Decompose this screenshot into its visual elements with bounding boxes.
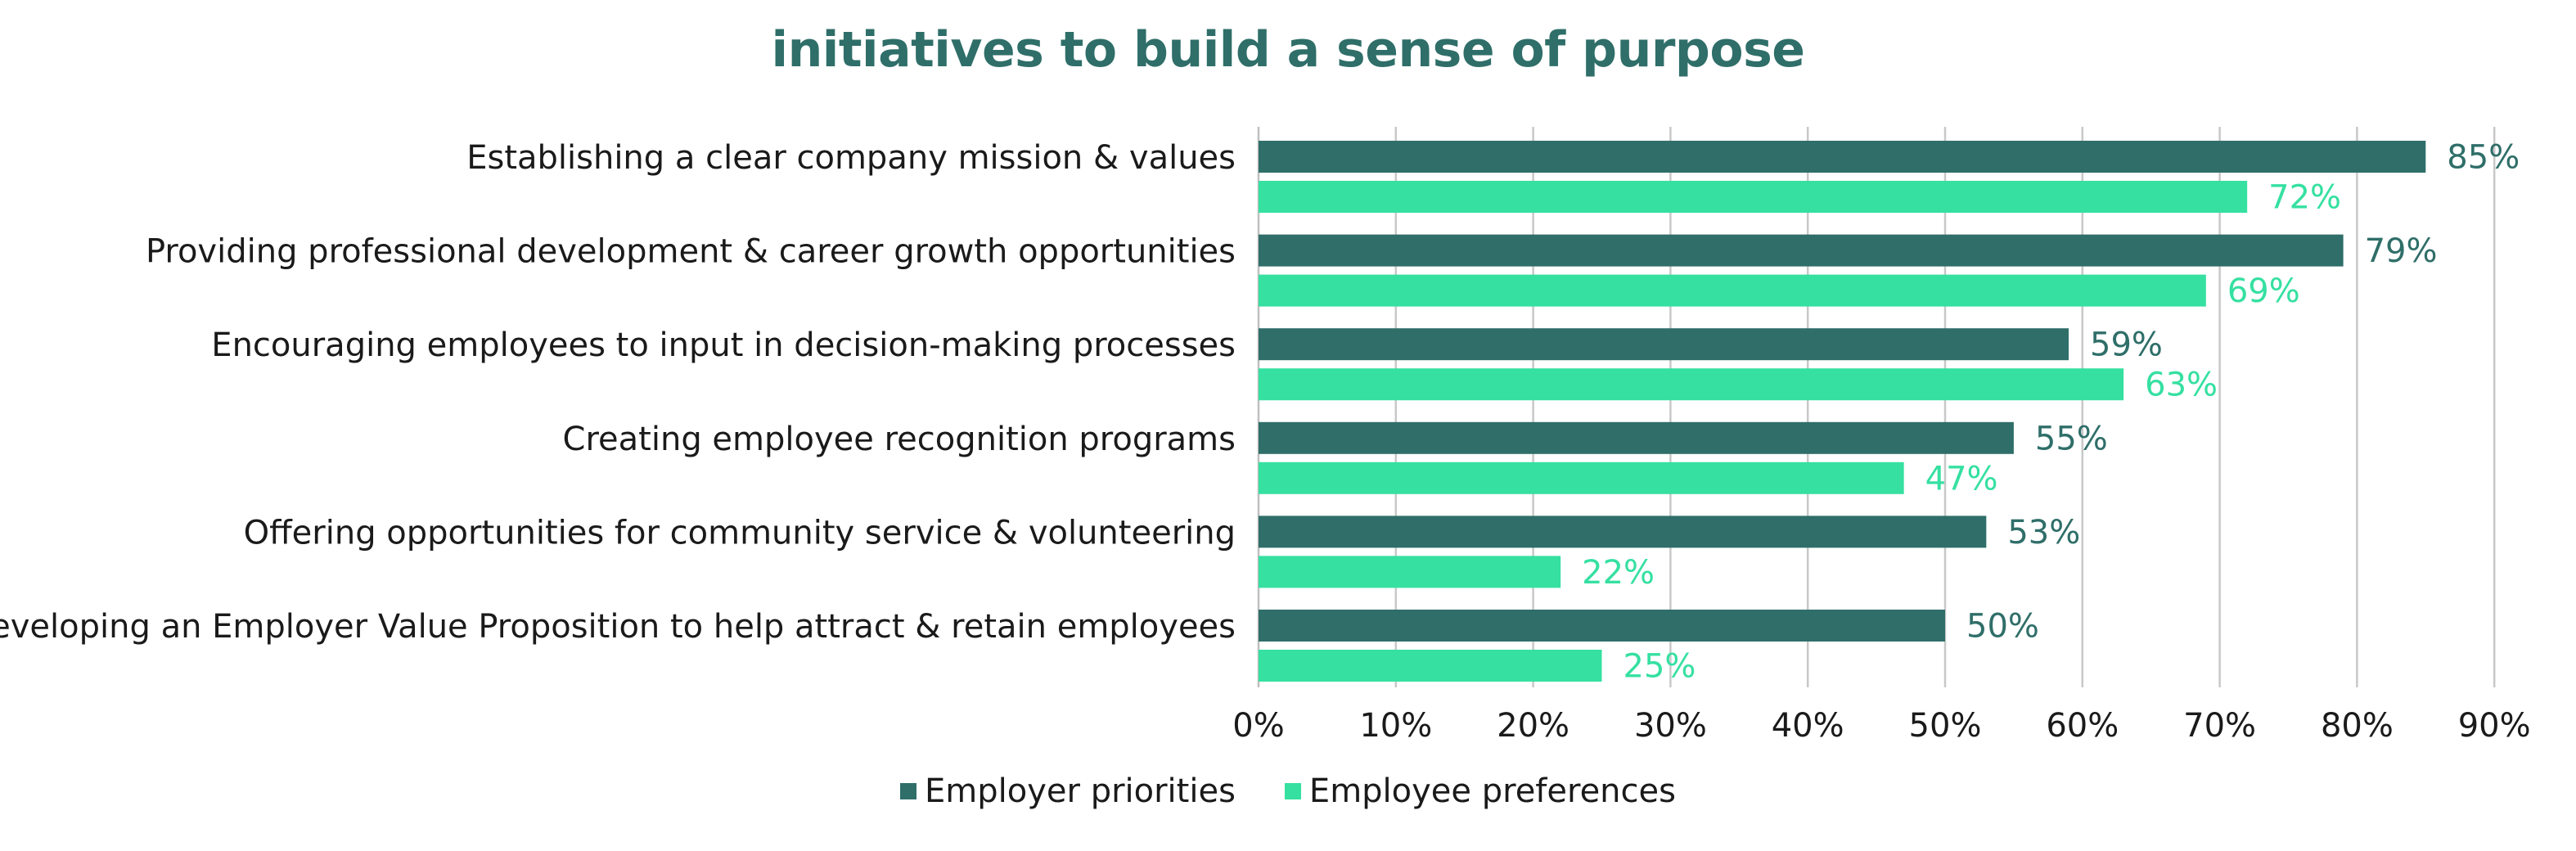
data-label-employee: 72% — [2268, 179, 2341, 217]
x-tick-label: 10% — [1359, 707, 1432, 745]
x-tick-label: 50% — [1909, 707, 1982, 745]
data-label-employer: 50% — [1966, 608, 2039, 646]
bar-employee[interactable] — [1259, 650, 1602, 682]
x-tick-label: 0% — [1232, 707, 1284, 745]
data-label-employee: 63% — [2145, 367, 2218, 404]
data-labels: 85% 72% 79% 69% 59%63% 55% 47%53% 22% 50% 25% — [1582, 139, 2520, 686]
legend-label-employee: Employee preferences — [1308, 772, 1676, 810]
x-tick-label: 60% — [2046, 707, 2119, 745]
bar-employer[interactable] — [1259, 141, 2426, 173]
legend-item-employer[interactable]: Employer priorities — [900, 772, 1236, 810]
gridlines — [1257, 127, 2496, 687]
x-tick-label: 90% — [2458, 707, 2531, 745]
bars — [1259, 141, 2426, 682]
x-tick-label: 70% — [2183, 707, 2256, 745]
bar-employer[interactable] — [1259, 421, 2014, 454]
chart-title: initiatives to build a sense of purpose — [771, 21, 1806, 79]
category-label: Providing professional development & car… — [146, 233, 1236, 271]
bar-employee[interactable] — [1259, 556, 1561, 588]
bar-employee[interactable] — [1259, 181, 2248, 213]
data-label-employee: 69% — [2227, 272, 2300, 310]
category-label: Offering opportunities for community ser… — [244, 514, 1236, 552]
category-label: Encouraging employees to input in decisi… — [211, 326, 1236, 364]
bar-employee[interactable] — [1259, 368, 2124, 401]
category-label: Creating employee recognition programs — [563, 421, 1236, 458]
data-label-employee: 47% — [1925, 460, 1998, 498]
bar-employer[interactable] — [1259, 328, 2069, 361]
x-axis-ticks: 0% 10% 20% 30% 40% 50% 60% 70% 80% 90% — [1232, 707, 2530, 745]
x-tick-label: 30% — [1634, 707, 1707, 745]
x-tick-label: 80% — [2321, 707, 2394, 745]
data-label-employee: 25% — [1624, 648, 1696, 686]
bar-employer[interactable] — [1259, 516, 1987, 548]
x-tick-label: 20% — [1497, 707, 1569, 745]
category-label: Establishing a clear company mission & v… — [466, 139, 1236, 177]
data-label-employer: 55% — [2035, 420, 2108, 457]
bar-employee[interactable] — [1259, 462, 1904, 494]
data-label-employee: 22% — [1582, 554, 1655, 592]
legend-swatch-employer — [900, 783, 917, 799]
data-label-employer: 79% — [2365, 232, 2438, 270]
legend: Employer priorities Employee preferences — [0, 772, 2576, 810]
legend-label-employer: Employer priorities — [925, 772, 1236, 810]
bar-employer[interactable] — [1259, 610, 1945, 642]
data-label-employer: 85% — [2447, 139, 2520, 177]
bar-employee[interactable] — [1259, 274, 2206, 307]
legend-swatch-employee — [1284, 783, 1301, 799]
category-labels: Establishing a clear company mission & v… — [0, 139, 1236, 646]
legend-item-employee[interactable]: Employee preferences — [1284, 772, 1676, 810]
category-label: Developing an Employer Value Proposition… — [0, 608, 1236, 646]
bar-employer[interactable] — [1259, 234, 2344, 267]
data-label-employer: 53% — [2007, 514, 2080, 552]
x-tick-label: 40% — [1772, 707, 1844, 745]
data-label-employer: 59% — [2090, 326, 2163, 364]
